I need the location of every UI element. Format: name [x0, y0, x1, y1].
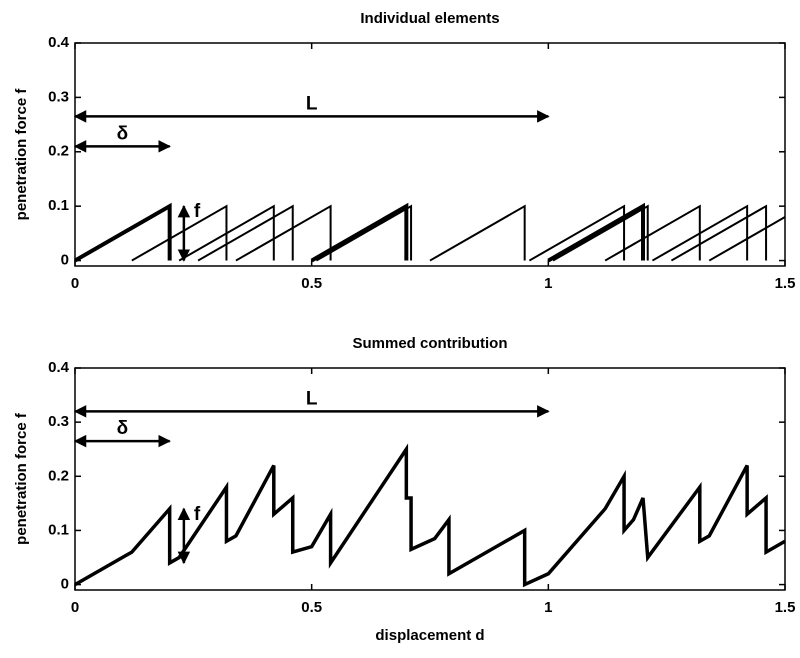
line [670, 204, 768, 262]
line [74, 443, 786, 588]
y-tick-label: 0.1 [48, 197, 69, 214]
y-axis-label: penetration force f [13, 412, 30, 545]
y-tick-label: 0.3 [48, 413, 69, 430]
line [197, 204, 294, 262]
y-tick-label: 0.2 [48, 467, 69, 484]
line [552, 204, 649, 262]
x-axis-label: displacement d [375, 627, 484, 644]
x-tick-label: 1 [544, 275, 552, 292]
line [131, 204, 228, 262]
line [528, 204, 626, 262]
line [429, 204, 526, 262]
line [74, 202, 172, 263]
line [315, 204, 413, 262]
y-tick-label: 0.1 [48, 521, 69, 538]
annotation-label: L [306, 93, 318, 114]
chart-title: Individual elements [360, 10, 499, 27]
annotation-label: δ [117, 418, 129, 439]
y-tick-label: 0.3 [48, 88, 69, 105]
axes-frame [74, 367, 786, 591]
y-tick-label: 0.4 [48, 359, 70, 376]
line [547, 202, 645, 263]
chart-title: Summed contribution [353, 335, 508, 352]
x-tick-label: 0 [71, 599, 79, 616]
x-tick-label: 1.5 [775, 599, 796, 616]
x-tick-label: 1 [544, 599, 552, 616]
line [235, 204, 332, 262]
line [708, 216, 786, 262]
annotation-label: f [194, 201, 201, 222]
x-tick-label: 1.5 [775, 275, 796, 292]
annotation-label: f [194, 504, 201, 525]
x-tick-label: 0 [71, 275, 79, 292]
y-tick-label: 0.2 [48, 143, 69, 160]
x-tick-label: 0.5 [301, 599, 322, 616]
annotation-label: L [306, 388, 318, 409]
y-tick-label: 0.4 [48, 34, 70, 51]
y-axis-label: penetration force f [13, 88, 30, 221]
axes-frame [74, 42, 786, 267]
line [178, 204, 275, 262]
line [651, 204, 749, 262]
annotation-label: δ [117, 123, 129, 144]
line [310, 202, 409, 263]
x-tick-label: 0.5 [301, 275, 322, 292]
y-tick-label: 0 [61, 576, 69, 593]
y-tick-label: 0 [61, 252, 69, 269]
line [604, 204, 701, 262]
